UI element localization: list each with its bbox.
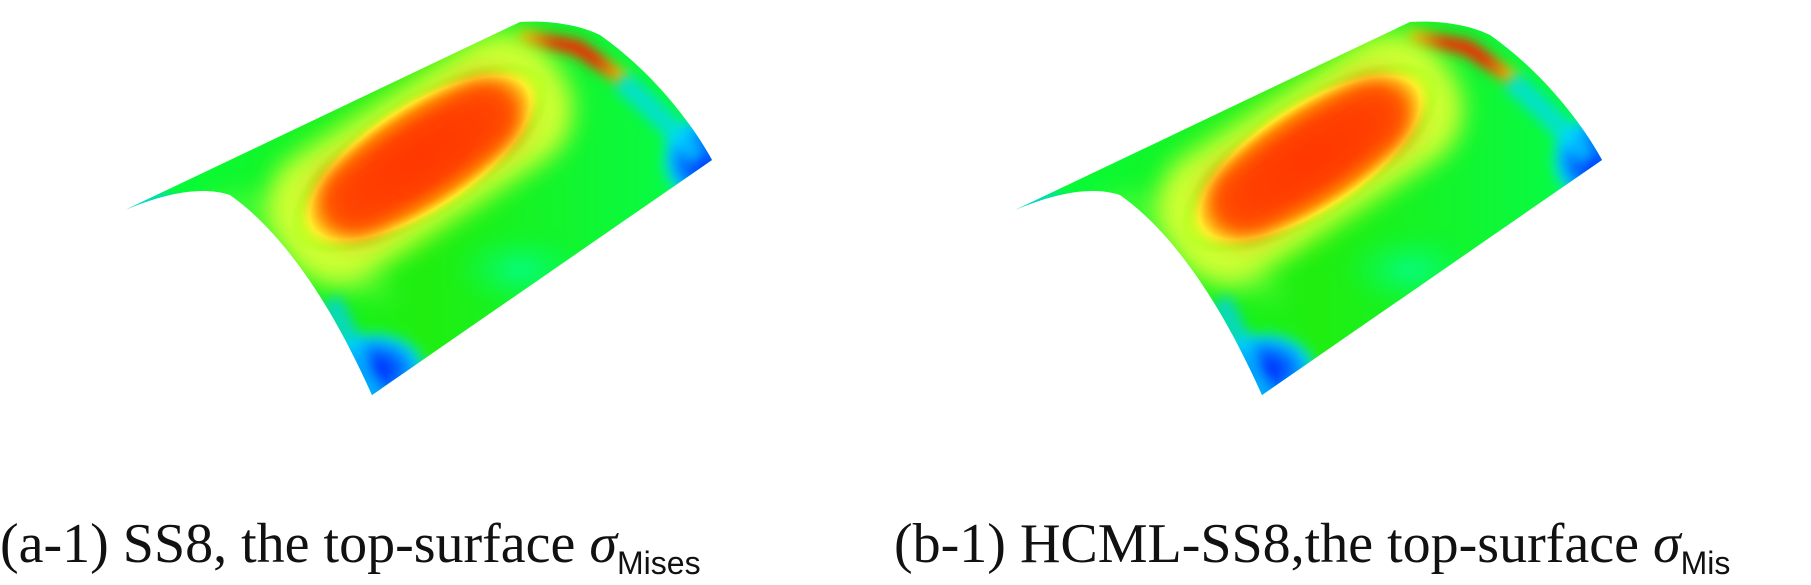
front-blue-corner	[1210, 330, 1320, 396]
stress-contour-plot-b1	[1015, 21, 1602, 396]
sigma-subscript: Mises	[617, 545, 701, 581]
back-edge-red-band	[520, 30, 630, 85]
left-cyan-tip	[125, 193, 180, 217]
stress-contour-plot-a1	[125, 21, 712, 396]
hotspot-core	[1207, 78, 1413, 238]
front-edge-cyan	[1210, 295, 1273, 396]
sigma-subscript: Mis	[1680, 545, 1731, 581]
cyan-patch	[450, 230, 590, 310]
panel-b1: (b-1) HCML-SS8,the top-surface σMis	[888, 0, 1793, 583]
cyan-patch	[1340, 230, 1480, 310]
front-edge-cyan	[320, 295, 383, 396]
caption-a1: (a-1) SS8, the top-surface σMises	[0, 510, 701, 585]
sigma-symbol: σ	[1652, 513, 1681, 575]
hotspot-core	[317, 78, 523, 238]
caption-label: (b-1) HCML-SS8,the top-surface	[894, 513, 1653, 575]
back-edge-red-band	[1410, 30, 1520, 85]
sigma-symbol: σ	[589, 513, 617, 575]
caption-b1: (b-1) HCML-SS8,the top-surface σMis	[894, 510, 1730, 585]
left-cyan-tip	[1015, 193, 1070, 217]
front-blue-corner	[320, 330, 430, 396]
panel-a1: (a-1) SS8, the top-surface σMises	[0, 0, 905, 583]
back-edge-cyan	[1502, 71, 1599, 168]
back-edge-cyan	[612, 71, 709, 168]
caption-label: (a-1) SS8, the top-surface	[0, 513, 590, 575]
